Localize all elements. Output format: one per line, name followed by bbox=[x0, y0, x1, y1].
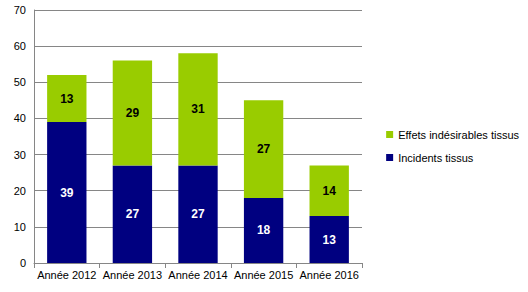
svg-text:27: 27 bbox=[191, 207, 205, 221]
svg-text:60: 60 bbox=[14, 40, 26, 52]
svg-text:13: 13 bbox=[60, 92, 74, 106]
svg-text:Année 2016: Année 2016 bbox=[300, 269, 359, 281]
svg-text:29: 29 bbox=[126, 106, 140, 120]
svg-text:Année 2012: Année 2012 bbox=[37, 269, 96, 281]
svg-text:31: 31 bbox=[191, 102, 205, 116]
svg-text:20: 20 bbox=[14, 185, 26, 197]
svg-text:70: 70 bbox=[14, 4, 26, 16]
svg-text:50: 50 bbox=[14, 76, 26, 88]
svg-text:Année 2014: Année 2014 bbox=[168, 269, 227, 281]
svg-text:Année 2015: Année 2015 bbox=[234, 269, 293, 281]
svg-text:Effets indésirables tissus: Effets indésirables tissus bbox=[398, 129, 519, 141]
svg-text:27: 27 bbox=[126, 207, 140, 221]
svg-text:13: 13 bbox=[323, 233, 337, 247]
svg-text:10: 10 bbox=[14, 221, 26, 233]
svg-text:39: 39 bbox=[60, 186, 74, 200]
svg-text:Année 2013: Année 2013 bbox=[103, 269, 162, 281]
svg-text:14: 14 bbox=[323, 184, 337, 198]
svg-text:30: 30 bbox=[14, 149, 26, 161]
svg-text:27: 27 bbox=[257, 142, 271, 156]
svg-text:40: 40 bbox=[14, 112, 26, 124]
svg-text:0: 0 bbox=[20, 257, 26, 269]
svg-text:18: 18 bbox=[257, 223, 271, 237]
svg-text:Incidents tissus: Incidents tissus bbox=[398, 152, 474, 164]
